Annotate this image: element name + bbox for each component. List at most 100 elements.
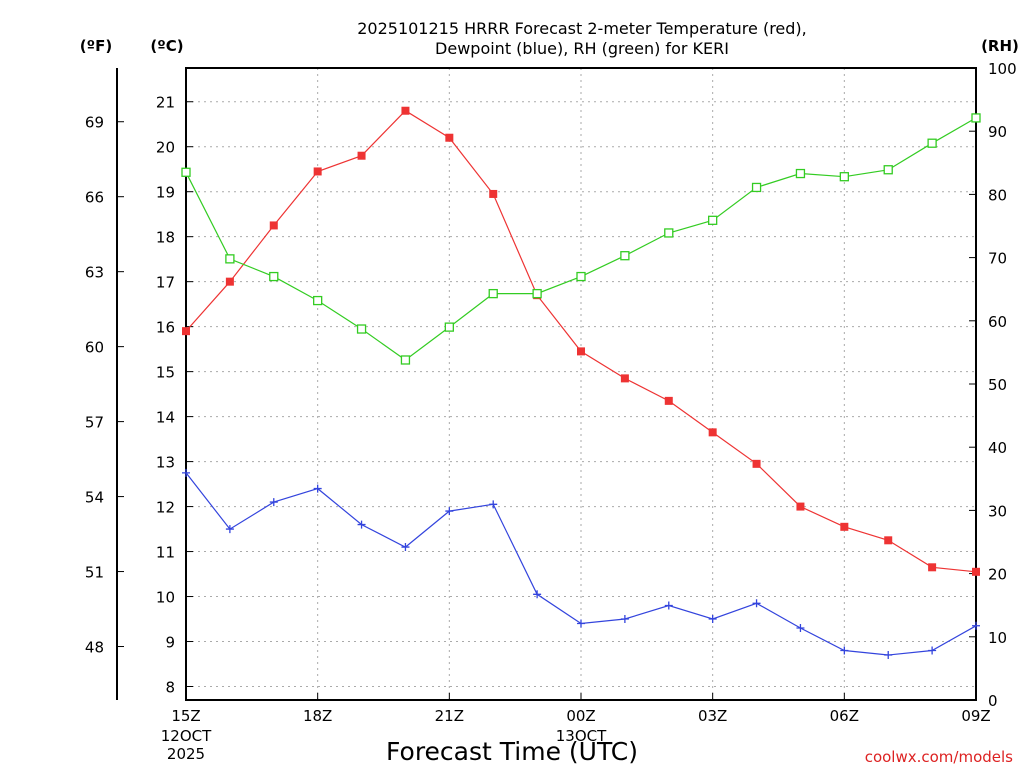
rh-point	[839, 172, 849, 182]
fahrenheit-tick-label: 60	[85, 339, 104, 357]
x-tick-label: 06Z	[830, 707, 859, 725]
rh-point	[181, 167, 191, 177]
chart-title-line-2: Dewpoint (blue), RH (green) for KERI	[435, 39, 729, 58]
rh-tick-label: 50	[988, 376, 1007, 394]
rh-point	[400, 355, 411, 365]
rh-point	[883, 165, 893, 175]
rh-tick-label: 10	[988, 629, 1007, 647]
dewpoint-point	[269, 498, 278, 507]
dewpoint-point	[928, 646, 937, 655]
chart-title-line-1: 2025101215 HRRR Forecast 2-meter Tempera…	[357, 19, 807, 38]
temperature-point	[708, 428, 717, 437]
x-tick-date-label: 12OCT	[161, 727, 212, 745]
temperature-point	[357, 151, 366, 160]
temperature-point	[313, 167, 322, 176]
data-series	[181, 106, 981, 660]
temperature-point	[752, 459, 761, 468]
temperature-point	[972, 567, 980, 576]
x-tick-label: 21Z	[435, 707, 464, 725]
celsius-tick-label: 12	[156, 499, 175, 517]
celsius-tick-label: 9	[165, 634, 175, 652]
temperature-point	[928, 563, 937, 572]
celsius-tick-label: 16	[156, 319, 175, 337]
dewpoint-point	[884, 651, 893, 660]
dewpoint-point	[620, 615, 629, 624]
rh-point	[576, 271, 586, 282]
rh-point	[356, 324, 367, 334]
dewpoint-point	[708, 615, 717, 624]
rh-tick-label: 40	[988, 439, 1007, 457]
rh-line	[185, 117, 977, 361]
rh-tick-label: 100	[988, 60, 1017, 78]
rh-point	[927, 138, 937, 148]
dewpoint-point	[577, 619, 585, 628]
rh-point	[795, 168, 806, 179]
celsius-unit-label: (ºC)	[150, 37, 183, 55]
rh-tick-label: 70	[988, 250, 1007, 268]
x-tick-label: 15Z	[171, 707, 200, 725]
temperature-point	[577, 347, 585, 356]
rh-point	[488, 288, 498, 299]
temperature-point	[620, 374, 629, 383]
temperature-point	[796, 502, 805, 511]
temperature-point	[664, 396, 673, 405]
celsius-tick-label: 18	[156, 229, 175, 247]
credit-label: coolwx.com/models	[865, 748, 1013, 766]
fahrenheit-tick-label: 66	[85, 189, 104, 207]
temperature-point	[840, 522, 849, 531]
rh-tick-label: 60	[988, 313, 1007, 331]
rh-tick-label: 80	[988, 186, 1007, 204]
dewpoint-point	[489, 500, 498, 509]
celsius-tick-label: 17	[156, 274, 175, 292]
celsius-tick-label: 14	[156, 409, 175, 427]
dewpoint-point	[313, 484, 322, 493]
axes: 8 9 10 11 12 13 14 15 16 17 18 19 20 21 48 51 54 57 60 63 66…	[85, 60, 1017, 763]
rh-point	[620, 251, 630, 261]
rh-point	[971, 113, 981, 123]
x-tick-label: 03Z	[698, 707, 727, 725]
dewpoint-point	[533, 590, 542, 599]
x-tick-label: 18Z	[303, 707, 332, 725]
rh-point	[444, 322, 454, 332]
temperature-line	[185, 109, 977, 573]
dewpoint-point	[664, 601, 673, 610]
rh-tick-label: 90	[988, 123, 1007, 141]
dewpoint-point	[445, 507, 454, 516]
fahrenheit-tick-label: 57	[85, 414, 104, 432]
gridlines	[186, 68, 976, 700]
celsius-tick-label: 11	[156, 544, 175, 562]
temperature-point	[401, 106, 410, 115]
fahrenheit-tick-label: 69	[85, 114, 104, 132]
celsius-tick-label: 15	[156, 364, 175, 382]
fahrenheit-tick-label: 54	[85, 489, 104, 507]
celsius-tick-label: 8	[165, 679, 175, 697]
temperature-point	[884, 536, 893, 545]
celsius-tick-label: 20	[156, 139, 175, 157]
rh-unit-label: (RH)	[981, 37, 1019, 55]
rh-point	[751, 182, 762, 193]
rh-point	[708, 215, 718, 225]
dewpoint-point	[752, 599, 761, 608]
rh-point	[269, 271, 279, 282]
dewpoint-point	[840, 646, 849, 655]
temperature-point	[225, 277, 234, 286]
fahrenheit-tick-label: 48	[85, 639, 104, 657]
dewpoint-point	[401, 543, 410, 552]
x-tick-date-label: 13OCT	[556, 727, 607, 745]
plot-frame	[185, 67, 977, 701]
rh-point	[532, 288, 542, 299]
fahrenheit-unit-label: (ºF)	[80, 37, 112, 55]
rh-tick-label: 0	[988, 692, 998, 710]
celsius-tick-label: 21	[156, 94, 175, 112]
dewpoint-point	[972, 621, 980, 630]
celsius-tick-label: 19	[156, 184, 175, 202]
fahrenheit-tick-label: 51	[85, 564, 104, 582]
dewpoint-point	[357, 520, 366, 529]
rh-point	[664, 228, 674, 238]
x-tick-date-label: 2025	[167, 745, 205, 763]
dewpoint-point	[796, 624, 805, 633]
x-tick-label: 09Z	[961, 707, 990, 725]
temperature-point	[489, 189, 498, 198]
rh-tick-label: 30	[988, 502, 1007, 520]
rh-tick-label: 20	[988, 566, 1007, 584]
